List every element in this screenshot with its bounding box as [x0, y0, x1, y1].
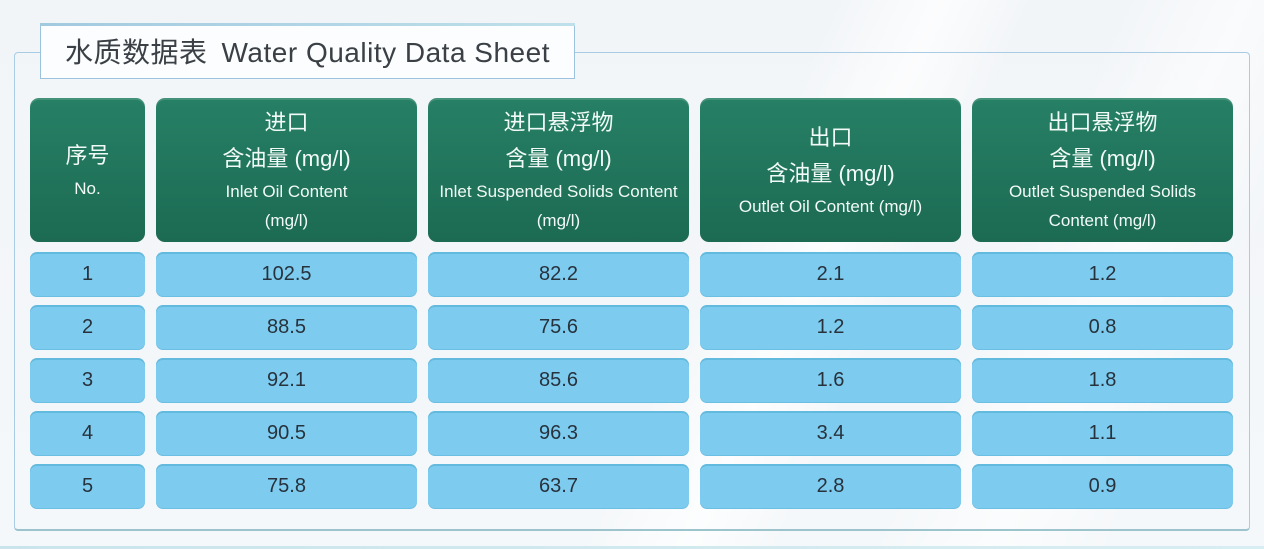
data-cell: 0.9 — [972, 464, 1233, 509]
data-cell: 88.5 — [156, 305, 417, 350]
page-title-en: Water Quality Data Sheet — [221, 37, 550, 68]
header-line-cn: 出口 — [808, 124, 853, 150]
data-cell: 75.6 — [428, 305, 689, 350]
water-quality-table: 序号 No. 进口含油量 (mg/l) Inlet Oil Content (mg/l)… — [30, 98, 1233, 509]
data-cell: 1.6 — [700, 358, 961, 403]
bottom-accent-bar — [0, 546, 1264, 549]
header-line-cn: 含油量 (mg/l) — [222, 146, 351, 171]
data-cell: 1.8 — [972, 358, 1233, 403]
header-line-cn: 进口 — [264, 110, 309, 135]
header-line-cn: 含量 (mg/l) — [505, 146, 612, 171]
data-cell: 2.1 — [700, 252, 961, 297]
header-cell-1: 进口含油量 (mg/l) Inlet Oil Content (mg/l) — [156, 98, 417, 242]
title-box: 水质数据表 Water Quality Data Sheet — [40, 23, 575, 79]
header-line-en: (mg/l) — [536, 211, 581, 230]
data-cell: 92.1 — [156, 358, 417, 403]
data-cell: 75.8 — [156, 464, 417, 509]
row-number-cell: 5 — [30, 464, 145, 509]
header-line-en: Outlet Suspended Solids — [1008, 182, 1197, 201]
data-cell: 63.7 — [428, 464, 689, 509]
data-cell: 85.6 — [428, 358, 689, 403]
data-cell: 2.8 — [700, 464, 961, 509]
header-cell-4: 出口悬浮物含量 (mg/l) Outlet Suspended Solids Con… — [972, 98, 1233, 242]
row-number-cell: 1 — [30, 252, 145, 297]
table-body: 1 102.5 82.2 2.1 1.2 2 88.5 75.6 1.2 0.8 3 92.1 85.6… — [30, 252, 1233, 509]
header-line-cn: 含油量 (mg/l) — [766, 160, 895, 186]
header-line-en: Inlet Suspended Solids Content — [439, 182, 678, 201]
table-header-row: 序号 No. 进口含油量 (mg/l) Inlet Oil Content (mg/l)… — [30, 98, 1233, 242]
data-cell: 90.5 — [156, 411, 417, 456]
data-cell: 1.1 — [972, 411, 1233, 456]
data-cell: 1.2 — [700, 305, 961, 350]
data-cell: 96.3 — [428, 411, 689, 456]
header-line-cn: 含量 (mg/l) — [1049, 146, 1156, 171]
row-number-cell: 3 — [30, 358, 145, 403]
header-line-cn: 出口悬浮物 — [1047, 110, 1158, 135]
page-title: 水质数据表 Water Quality Data Sheet — [65, 31, 550, 71]
data-cell: 1.2 — [972, 252, 1233, 297]
data-cell: 3.4 — [700, 411, 961, 456]
header-line-cn: 序号 — [65, 142, 110, 168]
header-line-en: (mg/l) — [264, 211, 309, 230]
data-cell: 82.2 — [428, 252, 689, 297]
header-line-en: No. — [74, 178, 101, 198]
content-frame — [14, 52, 1250, 531]
header-cell-0: 序号 No. — [30, 98, 145, 242]
header-line-en: Content (mg/l) — [1048, 211, 1157, 230]
data-cell: 102.5 — [156, 252, 417, 297]
header-cell-2: 进口悬浮物含量 (mg/l) Inlet Suspended Solids Con… — [428, 98, 689, 242]
header-cell-3: 出口含油量 (mg/l) Outlet Oil Content (mg/l) — [700, 98, 961, 242]
header-line-en: Outlet Oil Content (mg/l) — [738, 196, 923, 216]
data-cell: 0.8 — [972, 305, 1233, 350]
header-line-cn: 进口悬浮物 — [503, 110, 614, 135]
row-number-cell: 4 — [30, 411, 145, 456]
header-line-en: Inlet Oil Content — [225, 182, 348, 201]
row-number-cell: 2 — [30, 305, 145, 350]
page-title-cn: 水质数据表 — [65, 37, 208, 68]
